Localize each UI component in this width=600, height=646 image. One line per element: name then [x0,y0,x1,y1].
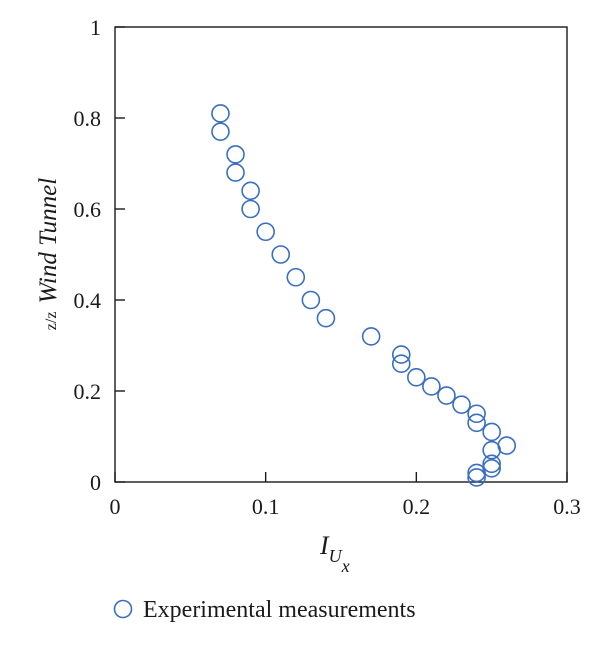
data-point [391,345,411,364]
plot-area-frame [114,26,568,483]
y-axis-label: z/z Wind Tunnel [35,178,62,330]
x-axis-label-sub2: x [341,556,350,576]
x-axis-label: IUx [319,531,350,576]
legend: Experimental measurements [113,597,416,623]
data-point [286,267,306,287]
data-point [241,199,260,219]
x-axis-label-main: I [319,531,330,560]
y-axis-label-prefix: z/z [43,312,60,331]
legend-label: Experimental measurements [143,597,416,623]
data-point [467,413,486,433]
y-tick-label: 0.4 [74,288,102,313]
y-axis-label-main: Wind Tunnel [35,178,62,304]
y-tick-label: 1 [90,15,101,40]
y-tick-label: 0.8 [74,106,102,131]
data-point [467,468,486,487]
data-point [452,395,471,414]
legend-marker [113,599,133,619]
data-point [482,440,501,460]
data-point [437,386,456,405]
x-tick-label: 0 [110,494,121,519]
data-point [391,354,411,374]
data-point [226,163,245,182]
data-point [407,368,426,387]
data-point [211,122,230,141]
data-point [361,327,381,346]
data-point [422,377,441,396]
data-point [482,454,501,474]
y-tick-label: 0.2 [74,379,102,404]
data-point [271,245,291,264]
data-point [301,290,321,310]
y-tick-label: 0.6 [74,197,102,222]
data-point [226,145,245,164]
x-tick-label: 0.3 [553,494,581,519]
data-point [316,308,336,328]
data-point [482,422,501,442]
axis-ticks: 0 0.1 0.2 0.3 0 0.2 0.4 0.6 0.8 1 [74,15,581,519]
data-point [256,222,275,242]
data-points [211,104,517,487]
x-tick-label: 0.2 [403,494,431,519]
x-axis-label-sub1: U [329,546,343,566]
data-point [211,104,230,123]
data-point [467,404,486,424]
x-tick-label: 0.1 [252,494,280,519]
y-tick-label: 0 [90,470,101,495]
data-point [467,463,486,483]
data-point [241,181,260,201]
